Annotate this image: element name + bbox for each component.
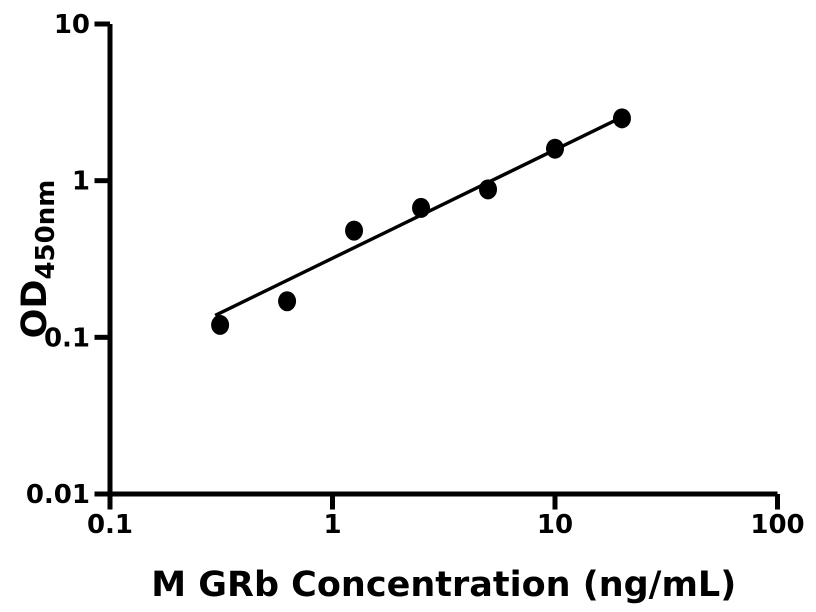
- data-point: [345, 220, 364, 241]
- y-tick-label: 0.1: [44, 323, 90, 353]
- y-axis-title: OD450nm: [15, 180, 61, 339]
- axis-spines: [107, 24, 778, 497]
- data-point: [278, 291, 297, 312]
- y-tick-label: 0.01: [26, 480, 90, 510]
- data-point: [546, 138, 564, 159]
- data-point: [479, 179, 498, 200]
- data-point: [211, 314, 230, 335]
- x-tick-label: 100: [750, 510, 804, 540]
- y-tick-label: 10: [54, 10, 90, 40]
- y-axis-title-main: OD: [15, 280, 55, 339]
- x-axis-title: M GRb Concentration (ng/mL): [151, 565, 736, 605]
- y-axis-title-subscript: 450nm: [31, 180, 61, 280]
- x-tick-label: 1: [323, 510, 341, 540]
- x-tick-label: 10: [537, 510, 573, 540]
- y-tick-label: 1: [72, 167, 90, 197]
- x-tick-label: 0.1: [87, 510, 133, 540]
- data-point: [612, 108, 631, 129]
- data-point: [412, 197, 431, 218]
